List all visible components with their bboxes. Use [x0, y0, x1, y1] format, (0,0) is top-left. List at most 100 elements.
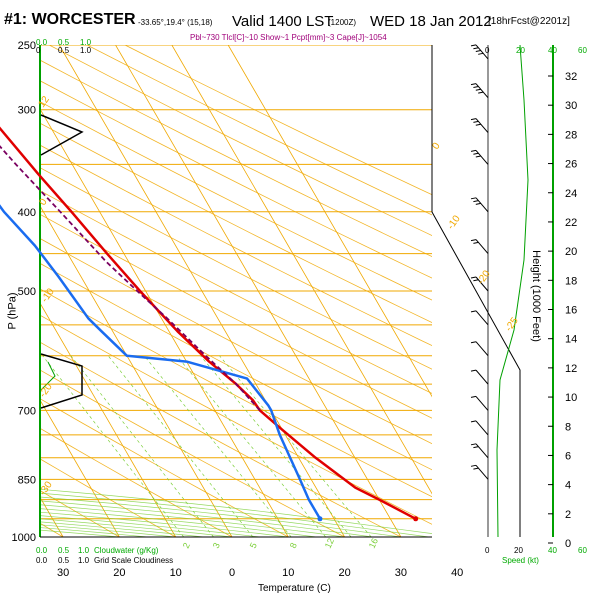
bottom-scale-1: 0.5	[58, 556, 70, 565]
dry-adiabat	[40, 80, 432, 279]
moist-adiabat	[40, 488, 432, 534]
temperature-tick-label: 40	[451, 567, 463, 579]
y2-axis-label: Height (1000 Feet)	[529, 250, 542, 342]
wind-speed-trace	[496, 44, 529, 538]
top-scale-2: 1.0	[80, 46, 92, 55]
utc-time: (1200Z)	[328, 18, 357, 27]
height-tick-label: 0	[565, 538, 571, 550]
bottom-scale-green-0: 0.0	[36, 546, 48, 555]
cloudiness-label: Grid Scale Cloudiness	[94, 556, 174, 565]
dry-adiabat	[40, 59, 432, 258]
height-tick-label: 32	[565, 71, 577, 83]
height-tick-label: 24	[565, 188, 577, 200]
height-tick-label: 20	[565, 246, 577, 258]
wind-barb	[470, 464, 489, 480]
wind-top-60: 60	[578, 46, 587, 55]
height-tick-label: 16	[565, 305, 577, 317]
dry-adiabat	[40, 458, 176, 537]
wind-bottom-20: 20	[514, 546, 523, 555]
chart-grid	[0, 45, 432, 538]
wind-top-40: 40	[548, 46, 557, 55]
top-scale-green-2: 1.0	[80, 38, 92, 47]
height-tick-label: 2	[565, 509, 571, 521]
bottom-scale-0: 0.0	[36, 556, 48, 565]
y-axis-label: P (hPa)	[6, 292, 19, 330]
isotherm-line	[40, 108, 289, 537]
mixing-ratio-line	[107, 355, 254, 537]
cloudwater-label: Cloudwater (g/Kg)	[94, 546, 159, 555]
dry-adiabat	[40, 122, 432, 323]
mixing-ratio-label: 8	[288, 541, 299, 550]
profile-parcel	[0, 145, 261, 412]
mixing-ratio-label: 16	[367, 537, 380, 550]
wind-bottom-40: 40	[548, 546, 557, 555]
isotherm-line	[40, 399, 120, 537]
wind-bottom-0: 0	[485, 546, 490, 555]
dry-adiabat	[40, 213, 432, 419]
wind-barb	[470, 83, 489, 99]
temperature-tick-label: 30	[395, 567, 407, 579]
chart-side-panel	[431, 44, 554, 544]
height-tick-label: 6	[565, 450, 571, 462]
chart-profiles	[0, 114, 419, 522]
temperature-surface-dot	[413, 516, 419, 522]
dry-adiabat	[40, 341, 402, 537]
mixing-ratio-label: 2	[181, 541, 192, 550]
wind-bottom-60: 60	[578, 546, 587, 555]
cloud-fraction-top	[40, 114, 84, 156]
wind-barb	[470, 443, 489, 459]
mixing-ratio-label: 3	[211, 541, 222, 550]
pressure-tick-label: 700	[18, 405, 36, 417]
forecast-info: [18hrFcst@2201z]	[488, 16, 570, 27]
wind-barb	[470, 310, 489, 326]
profile-dewpoint	[0, 204, 322, 520]
dry-adiabat	[40, 167, 432, 370]
temperature-tick-label: 20	[113, 567, 125, 579]
temperature-tick-label: 30	[57, 567, 69, 579]
isotherm-label: -10	[445, 213, 463, 232]
height-tick-label: 8	[565, 421, 571, 433]
wind-barb	[470, 395, 489, 411]
isotherm-label: -10	[39, 286, 57, 305]
dry-adiabat	[40, 190, 432, 394]
dry-adiabat	[40, 288, 432, 498]
wind-barb	[470, 420, 489, 436]
dry-adiabat	[124, 45, 432, 196]
pressure-tick-label: 1000	[12, 532, 36, 544]
height-tick-label: 28	[565, 129, 577, 141]
pressure-tick-label: 250	[18, 40, 36, 52]
dry-adiabat	[40, 314, 432, 525]
wind-barb	[470, 239, 489, 254]
indices-line: Pbl~730 Tlcl[C]~10 Show~1 Pcpt[mm]~3 Cap…	[190, 33, 387, 42]
dewpoint-surface-dot	[317, 516, 323, 522]
dry-adiabat	[40, 398, 289, 537]
isotherm-label: -20	[475, 268, 493, 287]
isotherm-label: 0	[430, 140, 442, 151]
height-tick-label: 14	[565, 334, 577, 346]
pressure-tick-label: 500	[18, 286, 36, 298]
isotherm-line	[0, 45, 7, 537]
isotherm-label: -25	[503, 315, 521, 334]
top-scale-green-1: 0.5	[58, 38, 70, 47]
mixing-ratio-label: 5	[248, 541, 259, 550]
wind-barb	[470, 118, 489, 133]
pressure-tick-label: 850	[18, 474, 36, 486]
cloudwater-trace	[40, 361, 56, 391]
wind-barb	[470, 44, 489, 60]
bottom-scale-green-2: 1.0	[78, 546, 90, 555]
dry-adiabat	[86, 45, 432, 216]
wind-barb	[470, 276, 489, 292]
bottom-scale-2: 1.0	[78, 556, 90, 565]
mixing-ratio-line	[70, 355, 214, 537]
height-tick-label: 30	[565, 100, 577, 112]
height-tick-label: 12	[565, 363, 577, 375]
temperature-tick-label: 20	[338, 567, 350, 579]
station-coords: -33.65°,19.4° (15,18)	[138, 18, 213, 27]
top-scale-green-0: 0.0	[36, 38, 48, 47]
isotherm-label: 0	[37, 196, 49, 207]
valid-time: Valid 1400 LST	[232, 13, 334, 30]
isotherm-line	[40, 302, 177, 537]
pressure-tick-label: 300	[18, 105, 36, 117]
isotherm-line	[227, 45, 432, 398]
